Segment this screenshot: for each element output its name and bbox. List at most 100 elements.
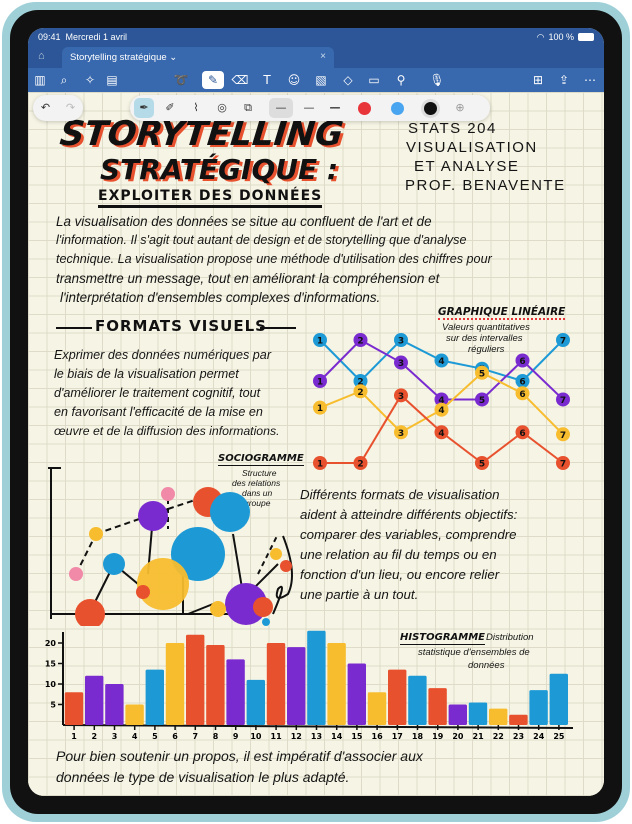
point-label: 6	[519, 390, 525, 400]
thickness-thin[interactable]: —	[269, 98, 293, 118]
histogram-bar	[448, 704, 467, 725]
line-point	[434, 392, 449, 407]
point-label: 5	[479, 460, 485, 470]
undo-icon[interactable]: ↶	[40, 101, 51, 114]
x-tick-label: 6	[172, 732, 178, 741]
redo-icon[interactable]: ↷	[65, 101, 76, 114]
point-label: 1	[317, 378, 323, 388]
add-page-icon[interactable]: ⊞	[532, 73, 544, 87]
x-tick-label: 9	[233, 732, 239, 741]
x-tick-label: 17	[392, 732, 403, 741]
line-point	[353, 333, 368, 347]
point-label: 1	[317, 337, 323, 347]
title-line-2: STRATÉGIQUE :	[100, 153, 339, 186]
note-icon[interactable]: ▭	[368, 73, 380, 87]
color-red[interactable]	[358, 101, 371, 115]
line-point	[434, 353, 449, 368]
battery-percent: 100 %	[548, 32, 574, 42]
point-label: 5	[479, 369, 485, 379]
thickness-thick[interactable]: —	[329, 101, 341, 114]
fountain-pen-icon[interactable]: ✒	[134, 98, 154, 118]
divider	[260, 327, 296, 329]
point-label: 7	[560, 431, 566, 441]
shapes-icon[interactable]: ◇	[343, 73, 353, 87]
share-icon[interactable]: ⇪	[558, 73, 570, 87]
text-line: œuvre et de la diffusion des information…	[54, 424, 280, 438]
point-label: 6	[519, 429, 525, 439]
point-label: 3	[398, 429, 404, 439]
histogram-subtitle: statistique d'ensembles de	[418, 647, 530, 658]
line-point	[313, 374, 327, 388]
line-point	[394, 355, 408, 370]
color-blue[interactable]	[391, 101, 404, 115]
x-tick-label: 22	[493, 732, 504, 741]
y-tick-label: 15	[45, 660, 57, 669]
point-label: 7	[560, 460, 566, 470]
tab-document[interactable]: Storytelling stratégique ⌄ ×	[62, 47, 334, 68]
x-tick-label: 3	[112, 732, 118, 741]
ballpoint-pen-icon[interactable]: ✐	[165, 101, 175, 114]
search-icon[interactable]: ⌕	[60, 73, 68, 87]
more-icon[interactable]: ⋯	[584, 73, 596, 87]
histogram-bar	[307, 630, 326, 725]
document-icon[interactable]: ▤	[106, 73, 118, 87]
sidebar-icon[interactable]: ▥	[34, 73, 46, 87]
histogram-bar	[509, 714, 528, 725]
histogram-bar	[85, 675, 104, 725]
course-line: PROF. BENAVENTE	[405, 177, 566, 194]
text-line: une relation au fil du temps ou en	[300, 547, 497, 562]
pen-toolbar: ✒ ✐ ⌇ ◎ ⧉ — — — ⊕	[130, 95, 490, 121]
line-point	[556, 392, 570, 407]
image-icon[interactable]: ▧	[315, 73, 327, 87]
eraser-icon[interactable]: ⌫	[231, 73, 249, 87]
x-tick-label: 20	[452, 732, 464, 741]
line-point	[353, 374, 368, 388]
text-line: données le type de visualisation le plus…	[56, 769, 350, 785]
y-tick-label: 10	[45, 680, 57, 689]
color-black[interactable]	[424, 101, 437, 115]
text-line: l'information. Il s'agit tout autant de …	[56, 233, 467, 247]
line-point	[515, 374, 530, 388]
home-icon[interactable]: ⌂	[38, 50, 45, 62]
pen-icon[interactable]: ✎	[202, 71, 224, 89]
link-icon[interactable]: ⚲	[396, 73, 406, 87]
magic-icon[interactable]: ✧	[84, 73, 96, 87]
microphone-icon[interactable]: 🎙	[429, 73, 445, 87]
thickness-medium[interactable]: —	[303, 101, 315, 114]
line-point	[515, 353, 530, 368]
histogram-bar	[347, 663, 366, 725]
sociogram-title: SOCIOGRAMME	[218, 453, 304, 466]
text-line: La visualisation des données se situe au…	[56, 214, 432, 229]
point-label: 4	[438, 357, 444, 367]
x-tick-label: 5	[152, 732, 158, 741]
add-color-icon[interactable]: ⊕	[455, 101, 465, 114]
text-line: groupe	[244, 498, 271, 508]
text-line: technique. La visualisation propose une …	[56, 252, 492, 266]
x-tick-label: 1	[71, 732, 77, 741]
subtitle: EXPLOITER DES DONNÉES	[98, 188, 323, 209]
battery-icon	[578, 33, 594, 41]
notebook-page[interactable]: ↶ ↷ ✒ ✐ ⌇ ◎ ⧉ — — — ⊕ STORYTELLING STRATÉ…	[28, 92, 604, 796]
close-tab-icon[interactable]: ×	[320, 51, 326, 62]
histogram-bar	[549, 673, 568, 725]
text-box-icon[interactable]: T	[263, 73, 271, 87]
histogram-subtitle: données	[468, 660, 505, 671]
line-point	[434, 402, 449, 417]
sociogram	[48, 467, 293, 626]
sticker-icon[interactable]: ☺	[287, 73, 301, 87]
lasso-icon[interactable]: ➰	[173, 73, 189, 87]
tab-bar: ⌂ Storytelling stratégique ⌄ ×	[28, 46, 604, 68]
line-point	[394, 333, 408, 347]
shape-pen-icon[interactable]: ⧉	[244, 101, 252, 114]
text-line: transmettre un message, tout en améliora…	[56, 271, 440, 286]
sociogram-nodes	[69, 487, 292, 626]
point-label: 6	[519, 357, 525, 367]
histogram-bar	[388, 669, 407, 725]
point-label: 2	[357, 378, 363, 388]
point-label: 4	[438, 406, 444, 416]
point-label: 7	[560, 337, 566, 347]
status-bar: 09:41 Mercredi 1 avril ◠ 100 %	[28, 28, 604, 46]
title-line-1: STORYTELLING	[57, 114, 346, 154]
brush-icon[interactable]: ⌇	[193, 101, 199, 114]
highlighter-icon[interactable]: ◎	[217, 101, 227, 114]
